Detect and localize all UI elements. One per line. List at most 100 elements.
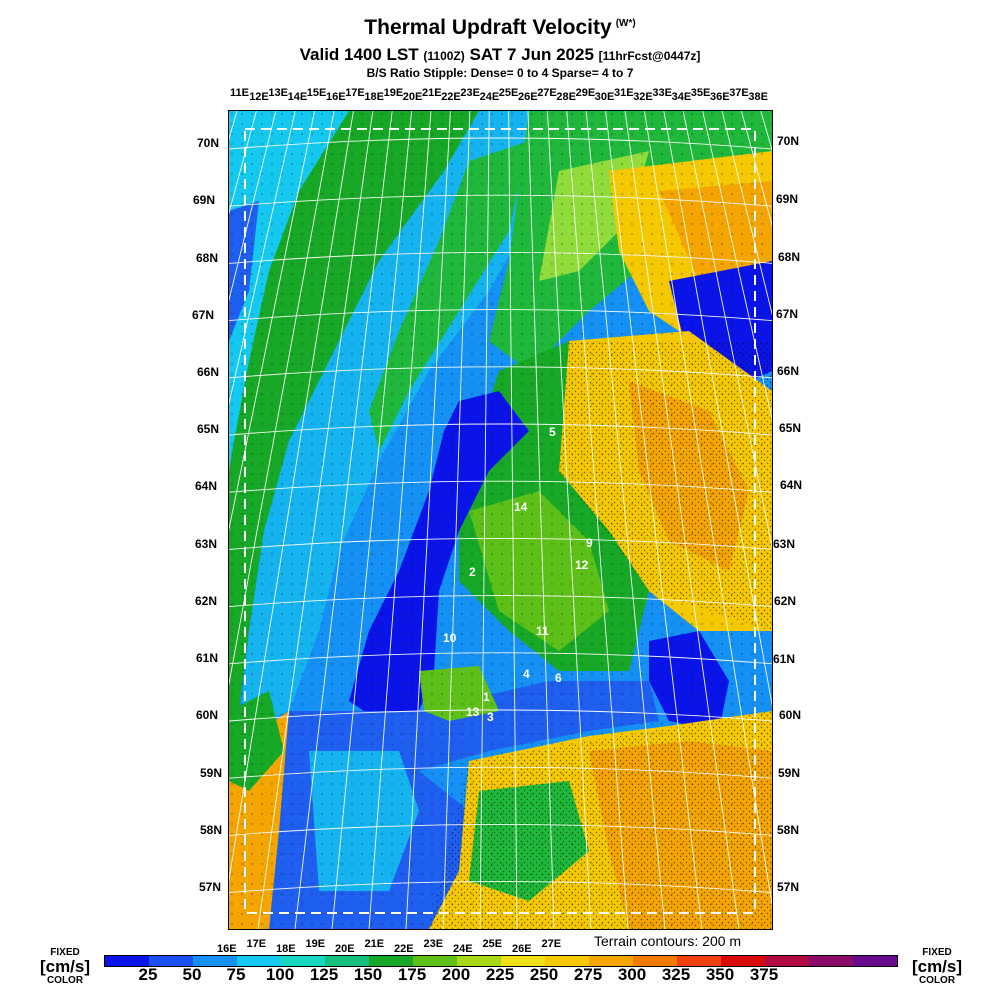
longitude-line xyxy=(546,111,592,929)
lon-label: 26E xyxy=(512,943,532,955)
lon-label: 24E xyxy=(479,91,500,103)
color-scale-segment xyxy=(281,956,325,966)
point-label: 10 xyxy=(443,631,457,645)
longitude-line xyxy=(257,111,374,929)
longitude-line xyxy=(442,111,471,929)
point-label: 13 xyxy=(466,705,480,719)
color-scale-segment xyxy=(853,956,897,966)
color-scale-tick: 375 xyxy=(749,965,779,984)
longitude-line xyxy=(229,111,316,532)
lon-label: 27E xyxy=(537,87,557,99)
lon-label: 18E xyxy=(276,943,296,955)
forecast-info: [11hrFcst@0447z] xyxy=(598,49,701,63)
forecast-map: 5 14 9 12 2 10 11 4 6 1 13 3 xyxy=(228,110,773,930)
lat-label: 65N xyxy=(197,422,220,436)
color-scale-segment xyxy=(193,956,237,966)
color-scale-segment xyxy=(633,956,677,966)
color-scale-tick: 100 xyxy=(265,965,295,984)
point-label: 2 xyxy=(469,565,476,579)
latitude-line xyxy=(229,480,772,493)
color-scale-segment xyxy=(765,956,809,966)
latitude-line xyxy=(229,766,772,779)
longitude-line xyxy=(605,111,703,929)
lat-label: 67N xyxy=(776,307,799,321)
lon-label: 32E xyxy=(633,91,653,103)
color-scale-tick: 125 xyxy=(309,965,339,984)
point-label: 6 xyxy=(555,671,562,685)
latitude-line xyxy=(229,709,772,722)
terrain-contour-note: Terrain contours: 200 m xyxy=(594,933,742,949)
lat-label: 57N xyxy=(199,880,222,894)
longitude-line xyxy=(702,111,772,421)
stipple-dense-south xyxy=(429,711,772,929)
color-scale-tick: 325 xyxy=(661,965,691,984)
color-scale-segment xyxy=(369,956,413,966)
lon-label: 18E xyxy=(364,91,384,103)
lon-label: 21E xyxy=(422,87,442,99)
color-label: COLOR xyxy=(918,975,956,986)
lon-label: 33E xyxy=(652,87,672,99)
lat-label: 64N xyxy=(195,479,218,493)
lon-label: 28E xyxy=(556,91,576,103)
lon-label: 16E xyxy=(217,943,237,955)
domain-boundary xyxy=(244,128,756,914)
lon-label: 13E xyxy=(268,87,288,99)
lon-label: 25E xyxy=(482,938,503,950)
valid-time-line: Valid 1400 LST (1100Z) SAT 7 Jun 2025 [1… xyxy=(0,45,1000,65)
lat-label: 58N xyxy=(200,823,223,837)
latitude-line xyxy=(229,251,772,264)
lon-label: 19E xyxy=(383,87,404,99)
lon-label: 27E xyxy=(541,938,562,950)
lon-label: 11E xyxy=(230,87,249,99)
lon-label: 35E xyxy=(690,87,711,99)
lat-label: 66N xyxy=(777,364,800,378)
lon-label: 26E xyxy=(518,91,538,103)
valid-prefix: Valid 1400 LST xyxy=(299,45,419,64)
color-scale-segment xyxy=(721,956,765,966)
lat-label: 70N xyxy=(197,136,220,150)
lon-label: 37E xyxy=(729,87,749,99)
point-labels: 5 14 9 12 2 10 11 4 6 1 13 3 xyxy=(443,425,593,724)
lat-label: 62N xyxy=(774,594,797,608)
lat-label: 69N xyxy=(193,193,216,207)
lat-label: 66N xyxy=(197,365,220,379)
color-scale-segment xyxy=(105,956,149,966)
lat-label: 61N xyxy=(773,652,796,666)
stipple-note: B/S Ratio Stipple: Dense= 0 to 4 Sparse=… xyxy=(366,66,634,80)
longitude-line xyxy=(682,111,772,549)
color-label: COLOR xyxy=(46,975,84,986)
lat-label: 60N xyxy=(196,708,219,722)
latitude-line xyxy=(229,823,772,836)
lat-label: 69N xyxy=(776,192,799,206)
color-scale-tick: 225 xyxy=(485,965,515,984)
color-scale-segment xyxy=(545,956,589,966)
lon-label: 29E xyxy=(575,87,596,99)
longitude-line xyxy=(229,111,354,883)
lon-label: 38E xyxy=(748,91,768,103)
chart-title: Thermal Updraft Velocity (W*) xyxy=(0,16,1000,40)
color-scale-tick: 175 xyxy=(397,965,427,984)
lat-label: 59N xyxy=(200,766,223,780)
fixed-label: FIXED xyxy=(922,947,952,958)
latitude-line xyxy=(229,137,772,150)
latitude-line xyxy=(229,309,772,322)
lon-label: 15E xyxy=(306,87,327,99)
color-scale-tick: 50 xyxy=(182,965,202,984)
longitude-line xyxy=(663,111,772,707)
color-scale-segment xyxy=(325,956,369,966)
map-canvas: 5 14 9 12 2 10 11 4 6 1 13 3 xyxy=(229,111,772,929)
lon-label: 24E xyxy=(453,943,473,955)
point-label: 5 xyxy=(549,425,556,439)
lat-label: 67N xyxy=(192,308,215,322)
color-scale-tick: 350 xyxy=(705,965,735,984)
lat-label: 60N xyxy=(779,708,802,722)
valid-date: SAT 7 Jun 2025 xyxy=(469,45,594,64)
color-scale-bar xyxy=(104,955,898,967)
color-scale-tick: 250 xyxy=(529,965,559,984)
latitude-line xyxy=(229,537,772,550)
title-text: Thermal Updraft Velocity xyxy=(364,16,612,39)
lon-label: 20E xyxy=(402,91,423,103)
lat-label: 64N xyxy=(780,478,803,492)
lat-label: 58N xyxy=(777,823,800,837)
lat-label: 63N xyxy=(195,537,218,551)
